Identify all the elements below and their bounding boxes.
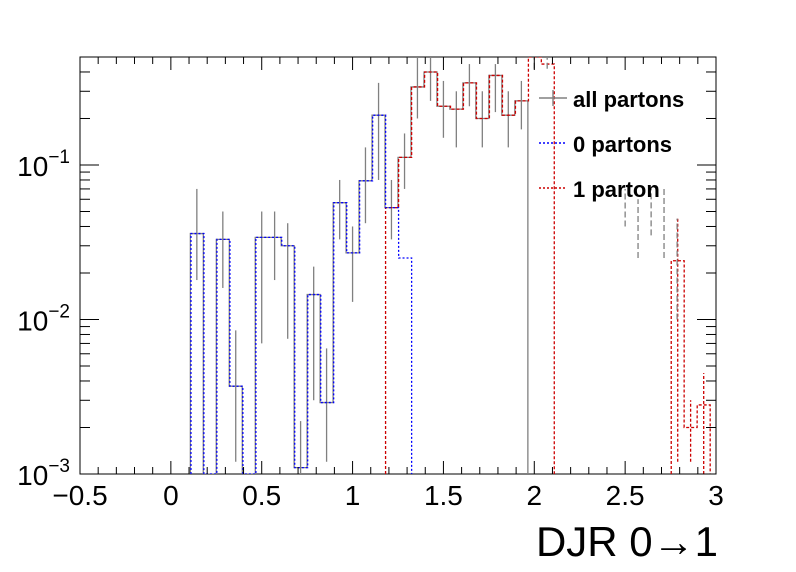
- step-line: [190, 114, 413, 474]
- plot-area: [79, 56, 717, 475]
- legend: all partons 0 partons 1 parton: [539, 87, 684, 202]
- plot-frame: [79, 56, 717, 475]
- legend-label: 0 partons: [573, 132, 672, 157]
- y-axis: 10−3 10−2 10−1: [17, 56, 716, 491]
- series-1-parton: [384, 57, 711, 474]
- x-tick-label: 2: [526, 480, 542, 511]
- legend-label: all partons: [573, 87, 684, 112]
- x-tick-label: 3: [708, 480, 724, 511]
- legend-entry: 1 parton: [539, 177, 660, 202]
- series-layer: [189, 57, 711, 474]
- step-line: [384, 57, 711, 474]
- x-tick-label: 1.5: [424, 480, 463, 511]
- x-axis: −0.5 0 0.5 1 1.5 2 2.5 3: [52, 57, 724, 511]
- series-0-partons: [190, 114, 413, 474]
- stray-error-bars: [533, 57, 678, 320]
- y-tick-label: 10−3: [17, 456, 70, 491]
- x-tick-label: 2.5: [606, 480, 645, 511]
- x-tick-label: 0.5: [242, 480, 281, 511]
- x-axis-title: DJR 0→1: [536, 518, 718, 565]
- series-all-partons: [189, 57, 529, 474]
- legend-entry: 0 partons: [539, 132, 672, 157]
- y-tick-label: 10−2: [17, 301, 70, 336]
- legend-entry: all partons: [539, 87, 684, 112]
- y-tick-label: 10−1: [17, 147, 70, 182]
- x-tick-label: −0.5: [52, 480, 107, 511]
- x-tick-label: 1: [345, 480, 361, 511]
- x-tick-label: 0: [163, 480, 179, 511]
- legend-label: 1 parton: [573, 177, 660, 202]
- step-line: [189, 71, 529, 474]
